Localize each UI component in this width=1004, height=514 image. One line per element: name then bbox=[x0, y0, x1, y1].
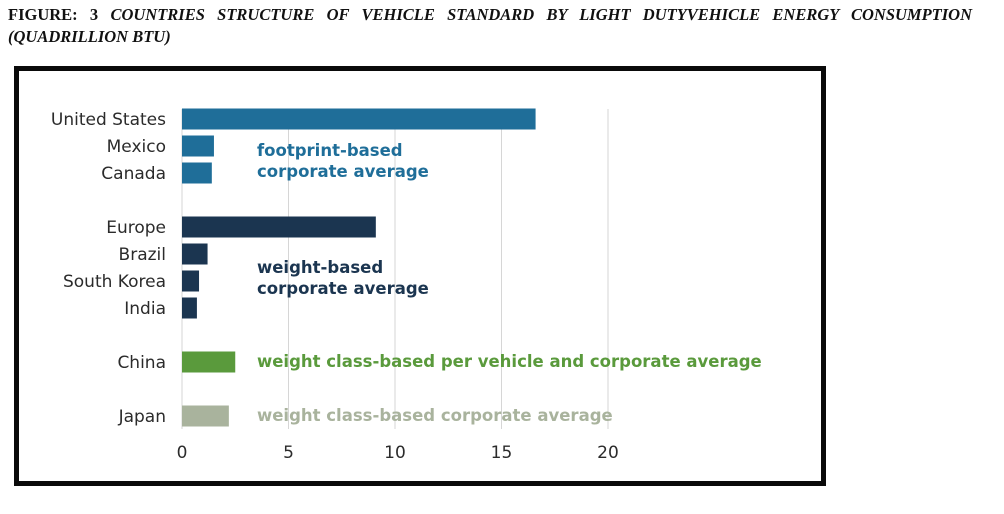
category-label: Brazil bbox=[119, 245, 166, 265]
category-label: India bbox=[124, 299, 166, 319]
category-label: China bbox=[117, 353, 166, 373]
category-label: South Korea bbox=[63, 272, 166, 292]
x-axis-ticks: 0 5 10 15 20 bbox=[177, 443, 619, 463]
bar bbox=[182, 270, 200, 292]
x-tick-label: 20 bbox=[597, 443, 619, 463]
grid-lines bbox=[181, 109, 609, 429]
x-tick-label: 10 bbox=[384, 443, 406, 463]
figure-number: FIGURE: 3 bbox=[8, 5, 99, 24]
figure-title: COUNTRIES STRUCTURE OF VEHICLE STANDARD … bbox=[8, 5, 973, 46]
bar bbox=[182, 243, 208, 265]
x-tick-label: 5 bbox=[283, 443, 294, 463]
group-annotation: weight class-based per vehicle and corpo… bbox=[257, 352, 762, 371]
bar bbox=[182, 297, 197, 319]
x-tick-label: 0 bbox=[177, 443, 188, 463]
group-annotation: corporate average bbox=[257, 162, 429, 181]
category-label: Mexico bbox=[107, 137, 166, 157]
category-label: Japan bbox=[118, 407, 166, 427]
category-label: Europe bbox=[106, 218, 166, 238]
bar bbox=[182, 162, 212, 184]
category-label: United States bbox=[51, 110, 166, 130]
bar bbox=[182, 351, 236, 373]
category-labels: United States Mexico Canada Europe Brazil Sou… bbox=[51, 110, 166, 427]
bar bbox=[182, 108, 536, 130]
bar bbox=[182, 405, 229, 427]
group-annotation: weight class-based corporate average bbox=[257, 406, 613, 425]
bar-chart: United States Mexico Canada Europe Brazil Sou… bbox=[51, 108, 762, 463]
group-annotation: corporate average bbox=[257, 279, 429, 298]
bar bbox=[182, 135, 214, 157]
group-annotations: footprint-based corporate average weight-b… bbox=[257, 141, 762, 425]
chart-frame: United States Mexico Canada Europe Brazil Sou… bbox=[14, 66, 826, 486]
category-label: Canada bbox=[101, 164, 166, 184]
figure-caption: FIGURE: 3 COUNTRIES STRUCTURE OF VEHICLE… bbox=[8, 4, 972, 48]
x-tick-label: 15 bbox=[491, 443, 513, 463]
group-annotation: footprint-based bbox=[257, 141, 403, 160]
bars bbox=[182, 108, 536, 427]
bar bbox=[182, 216, 376, 238]
group-annotation: weight-based bbox=[257, 258, 383, 277]
